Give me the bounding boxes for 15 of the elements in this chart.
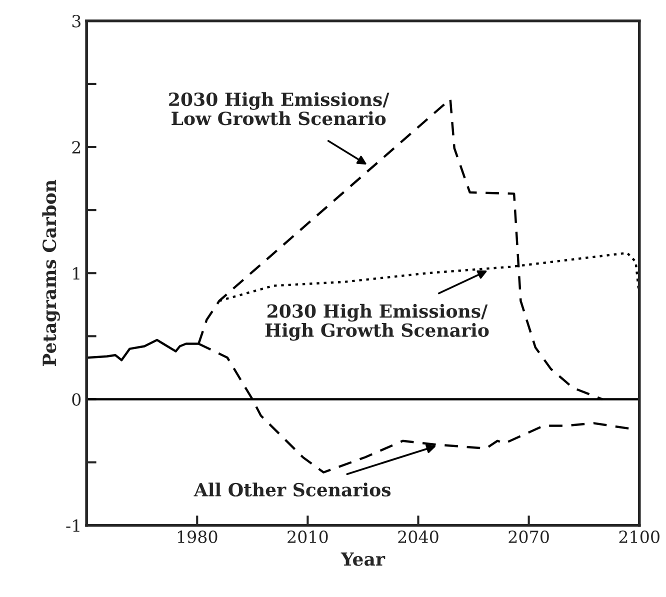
x-tick-label: 2070 bbox=[508, 530, 549, 544]
x-tick-label: 2040 bbox=[398, 530, 438, 544]
x-tick-label: 1980 bbox=[178, 530, 218, 544]
x-tick-label: 2100 bbox=[619, 530, 660, 544]
y-tick-label: -1 bbox=[66, 519, 80, 532]
annotation: All Other Scenarios bbox=[194, 482, 391, 497]
y-tick-label: 3 bbox=[72, 14, 80, 28]
y-tick-label: 2 bbox=[72, 140, 80, 154]
annotation: 2030 High Emissions/ High Growth Scenario bbox=[265, 304, 489, 341]
annotation: 2030 High Emissions/ Low Growth Scenario bbox=[169, 92, 390, 126]
y-tick-label: 1 bbox=[73, 267, 80, 280]
x-tick-label: 2010 bbox=[288, 530, 328, 544]
y-axis-title: Petagrams Carbon bbox=[42, 180, 60, 366]
x-axis-title: Year bbox=[340, 552, 386, 566]
y-tick-label: 0 bbox=[72, 393, 81, 406]
